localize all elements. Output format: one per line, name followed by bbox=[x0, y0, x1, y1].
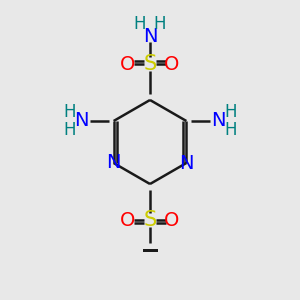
Text: O: O bbox=[120, 55, 136, 74]
Text: H: H bbox=[134, 15, 146, 33]
Text: H: H bbox=[63, 103, 76, 121]
Text: S: S bbox=[143, 54, 157, 74]
Text: N: N bbox=[211, 112, 226, 130]
Text: O: O bbox=[120, 211, 136, 230]
Text: N: N bbox=[106, 154, 121, 172]
Text: O: O bbox=[164, 211, 180, 230]
Text: N: N bbox=[74, 112, 89, 130]
Text: H: H bbox=[63, 121, 76, 139]
Text: S: S bbox=[143, 210, 157, 230]
Text: N: N bbox=[179, 154, 194, 172]
Text: O: O bbox=[164, 55, 180, 74]
Text: H: H bbox=[224, 121, 237, 139]
Text: H: H bbox=[154, 15, 166, 33]
Text: H: H bbox=[224, 103, 237, 121]
Text: N: N bbox=[143, 26, 157, 46]
